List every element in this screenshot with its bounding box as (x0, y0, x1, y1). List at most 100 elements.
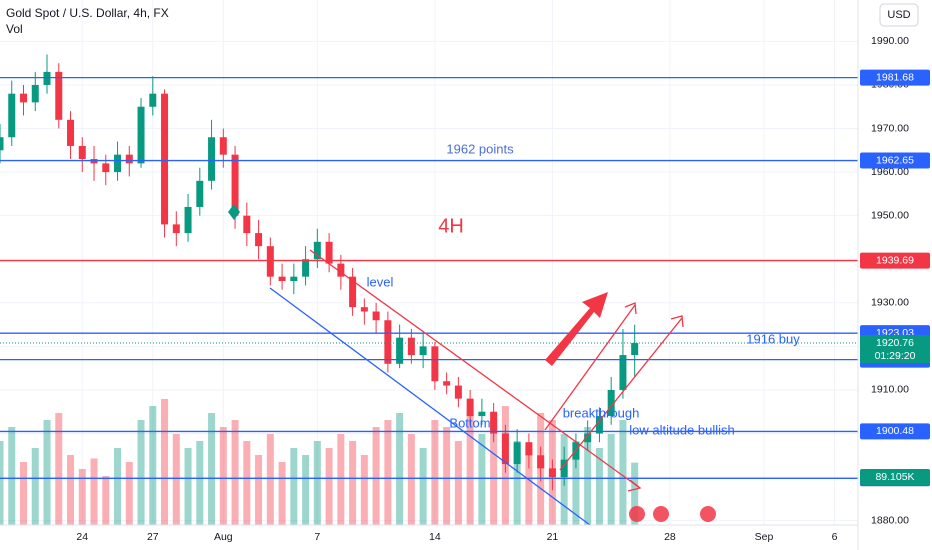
x-tick-label: 7 (314, 531, 320, 543)
candle-body (607, 389, 615, 417)
volume-bar (360, 455, 368, 525)
arrow-head (627, 479, 642, 492)
candle-body (302, 259, 310, 277)
candle-body (407, 337, 415, 356)
candle-body (490, 411, 498, 434)
last-volume-box (860, 469, 930, 485)
candle-body (396, 337, 404, 364)
candle-body (548, 468, 556, 478)
candle-body (43, 71, 51, 85)
candle-body (372, 311, 380, 321)
price-label-box (860, 423, 930, 440)
x-tick-label: 14 (429, 531, 441, 543)
y-tick-label: 1970.00 (871, 122, 909, 134)
volume-bar (208, 413, 216, 525)
candle-body (137, 106, 145, 164)
annotation: breakthrough (563, 405, 640, 420)
candle-body (513, 442, 521, 465)
candle-body (219, 137, 227, 155)
y-tick-label: 1910.00 (871, 384, 909, 396)
event-icon (629, 506, 645, 522)
annotation: low altitude bullish (629, 422, 735, 437)
x-tick-label: 21 (547, 531, 559, 543)
volume-bar (349, 441, 357, 525)
candle-body (595, 416, 603, 434)
big-arrow (545, 292, 608, 366)
volume-bar (31, 448, 39, 525)
candle-layer (0, 54, 639, 491)
volume-bar (137, 420, 145, 525)
x-tick-label: 6 (832, 531, 838, 543)
candle-body (78, 145, 86, 160)
x-tick-label: 28 (664, 531, 676, 543)
x-tick-label: 27 (147, 531, 159, 543)
candle-body (619, 355, 627, 390)
event-icon (700, 506, 716, 522)
annotation: Bottom (449, 415, 490, 430)
candle-body (454, 385, 462, 399)
volume-bar (172, 434, 180, 525)
currency[interactable]: USD (887, 9, 910, 21)
volume-bar (454, 441, 462, 525)
last-price: 1920.76 (876, 337, 914, 349)
candle-body (501, 433, 509, 465)
volume-bar (125, 462, 133, 525)
candle-body (255, 233, 263, 247)
volume-bar (431, 420, 439, 525)
candle-body (313, 241, 321, 260)
volume-bar (337, 434, 345, 525)
candle-body (278, 276, 286, 282)
currency-button[interactable] (879, 3, 919, 27)
price-label: 1962.65 (876, 154, 914, 166)
x-tick-label: Sep (755, 531, 774, 543)
y-tick-label: 1880.00 (871, 514, 909, 526)
candle-body (631, 343, 639, 356)
candle-body (290, 276, 298, 282)
volume-bar (595, 448, 603, 525)
candle-body (55, 71, 63, 120)
volume-bar (490, 420, 498, 525)
candle-body (149, 93, 157, 107)
volume-bar (407, 434, 415, 525)
volume-bar (478, 434, 486, 525)
candle-body (31, 84, 39, 103)
candle-body (325, 241, 333, 264)
volume-bar (43, 420, 51, 525)
volume-bar (396, 413, 404, 525)
volume-bar (419, 448, 427, 525)
volume-bar (302, 455, 310, 525)
channel-line (544, 304, 636, 431)
candle-body (231, 154, 239, 216)
trend-line (309, 249, 641, 489)
volume-bar (266, 434, 274, 525)
annotation: 1916 buy (746, 331, 800, 346)
volume-bar (513, 441, 521, 525)
price-label-box (860, 69, 930, 86)
candle-body (184, 206, 192, 234)
arrow-head (624, 302, 637, 315)
volume-bar (219, 427, 227, 525)
volume-bar (161, 399, 169, 525)
chart-subtitle: Vol (6, 22, 23, 36)
volume-bar (525, 448, 533, 525)
volume-bar (619, 420, 627, 525)
volume-bar (8, 427, 16, 525)
volume-bar (572, 441, 580, 525)
volume-bar (55, 413, 63, 525)
candle-body (560, 459, 568, 478)
candle-body (478, 411, 486, 417)
volume-bar (90, 458, 98, 525)
volume-bar (20, 462, 28, 525)
annotations: 1962 points 4H level 1916 buy Bottom breakthr… (367, 141, 801, 437)
volume-bar (313, 441, 321, 525)
candle-body (443, 381, 451, 386)
volume-bar (278, 462, 286, 525)
volume-bar (243, 441, 251, 525)
candle-body (360, 307, 368, 312)
candle-body (466, 398, 474, 417)
annotation: 4H (438, 215, 464, 237)
volume-bar (372, 427, 380, 525)
price-line-layer (0, 76, 858, 479)
candle-body (196, 180, 204, 207)
